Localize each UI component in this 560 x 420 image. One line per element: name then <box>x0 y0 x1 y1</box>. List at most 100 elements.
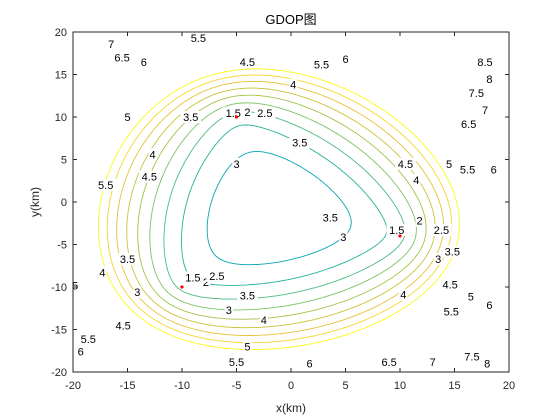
contour-label: 5 <box>468 291 474 303</box>
contour-label-backdrop <box>139 170 160 183</box>
x-tick-label: 5 <box>342 380 348 392</box>
contour-label: 8 <box>486 74 492 86</box>
contour-label-backdrop <box>139 55 148 68</box>
contour-label-backdrop <box>483 357 492 370</box>
x-axis-ticks: -20 -15 -10 -5 0 5 10 15 20 <box>65 32 515 392</box>
y-axis-ticks: -20 -15 -10 -5 0 5 10 15 20 <box>51 27 509 379</box>
contour-label-backdrop <box>237 55 258 68</box>
contour-label-backdrop <box>76 345 85 358</box>
contour-label-backdrop <box>341 53 350 66</box>
contour-label-backdrop <box>457 163 478 176</box>
y-tick-label: 10 <box>55 112 67 124</box>
contour-label: 6 <box>78 347 84 359</box>
contour-label-backdrop <box>148 148 157 161</box>
contour-label: 6 <box>306 359 312 371</box>
contour-label: 2 <box>417 216 423 228</box>
contour-label: 4.5 <box>115 320 130 332</box>
contour-label: 4.5 <box>240 57 255 69</box>
contour-label: 5.5 <box>191 33 206 45</box>
contour-label-backdrop <box>182 271 204 284</box>
contour-label-backdrop <box>289 136 311 149</box>
station-marker <box>234 115 239 119</box>
contour-label: 4 <box>400 290 406 302</box>
y-tick-label: 5 <box>61 155 67 167</box>
contour-label-backdrop <box>444 157 454 170</box>
contour-label-backdrop <box>461 350 483 363</box>
y-tick-label: 15 <box>55 70 67 82</box>
contour-label-backdrop <box>434 252 443 265</box>
contour-label: 6 <box>491 165 497 177</box>
contour-label: 7.5 <box>464 352 479 364</box>
contour-label: 6.5 <box>381 357 396 369</box>
contour-label: 5 <box>446 159 452 171</box>
contour-label-backdrop <box>188 31 209 44</box>
contour-label-backdrop <box>117 252 138 265</box>
x-tick-label: -5 <box>232 380 242 392</box>
contour-label-backdrop <box>289 78 298 91</box>
contour-label: 3 <box>226 305 232 317</box>
contour-label: 5.5 <box>81 334 96 346</box>
x-tick-label: -20 <box>65 380 81 392</box>
contour-label-backdrop <box>222 106 244 119</box>
contour-label: 3 <box>134 287 140 299</box>
contour-label: 3.5 <box>323 212 338 224</box>
contour-label-backdrop <box>71 279 80 292</box>
contour-label-backdrop <box>440 305 462 318</box>
contour-label-backdrop <box>259 314 268 327</box>
y-axis-label: y(km) <box>28 187 42 217</box>
contour-label: 6.5 <box>114 53 129 65</box>
contour-label-backdrop <box>98 266 107 279</box>
contour-label: 8 <box>484 359 490 371</box>
contour-level-line <box>206 151 352 266</box>
contour-label: 4 <box>413 175 419 187</box>
contour-label-backdrop <box>305 357 314 370</box>
contour-label-backdrop <box>485 298 494 311</box>
contour-label-backdrop <box>226 355 247 368</box>
contour-label: 4 <box>261 315 267 327</box>
contour-label-backdrop <box>311 58 332 71</box>
chart-title: GDOP图 <box>265 12 316 27</box>
contour-label-backdrop <box>254 106 276 119</box>
contour-label-backdrop <box>415 214 424 227</box>
station-markers <box>180 115 402 289</box>
contour-label-backdrop <box>378 355 400 368</box>
x-tick-label: 15 <box>448 380 460 392</box>
contour-label: 3 <box>233 159 239 171</box>
contour-label-backdrop <box>77 332 99 345</box>
contour-label: 7.5 <box>469 88 484 100</box>
x-axis-label: x(km) <box>276 401 306 415</box>
contour-label-backdrop <box>243 105 252 118</box>
y-tick-label: 0 <box>61 197 67 209</box>
contour-labels: 76.5 65.54.5 5.5 648.587.576.55 3.5 1.5 2 2.53.… <box>71 31 498 371</box>
contour-label: 4.5 <box>442 279 457 291</box>
contour-label: 5 <box>72 280 78 292</box>
contour-label: 3.5 <box>445 246 460 258</box>
contour-label: 1.5 <box>226 108 241 120</box>
contour-label: 6 <box>342 54 348 66</box>
y-tick-label: -20 <box>51 367 67 379</box>
x-tick-label: 0 <box>288 380 294 392</box>
contour-label: 1.5 <box>389 225 404 237</box>
x-tick-label: -15 <box>120 380 136 392</box>
contour-label: 4 <box>99 268 105 280</box>
contour-label-backdrop <box>95 179 116 191</box>
station-marker <box>180 285 184 289</box>
contour-label: 2.5 <box>209 271 224 283</box>
contour-label-backdrop <box>485 72 494 85</box>
contour-label-backdrop <box>474 55 496 68</box>
contour-level-line <box>163 111 406 300</box>
contour-label: 5.5 <box>98 180 113 192</box>
contour-label: 7 <box>108 39 114 51</box>
contour-label-backdrop <box>111 51 133 64</box>
contour-label-backdrop <box>243 340 252 353</box>
contour-label: 6.5 <box>461 119 476 131</box>
contour-label-backdrop <box>123 111 132 123</box>
contour-label-backdrop <box>232 157 241 170</box>
contour-label-backdrop <box>466 290 475 303</box>
contour-label: 7 <box>430 357 436 369</box>
contour-label-backdrop <box>412 173 421 186</box>
y-tick-label: -10 <box>51 282 67 294</box>
x-tick-label: 20 <box>503 380 515 392</box>
contour-level-line <box>137 94 427 320</box>
contour-label: 2 <box>203 277 209 289</box>
